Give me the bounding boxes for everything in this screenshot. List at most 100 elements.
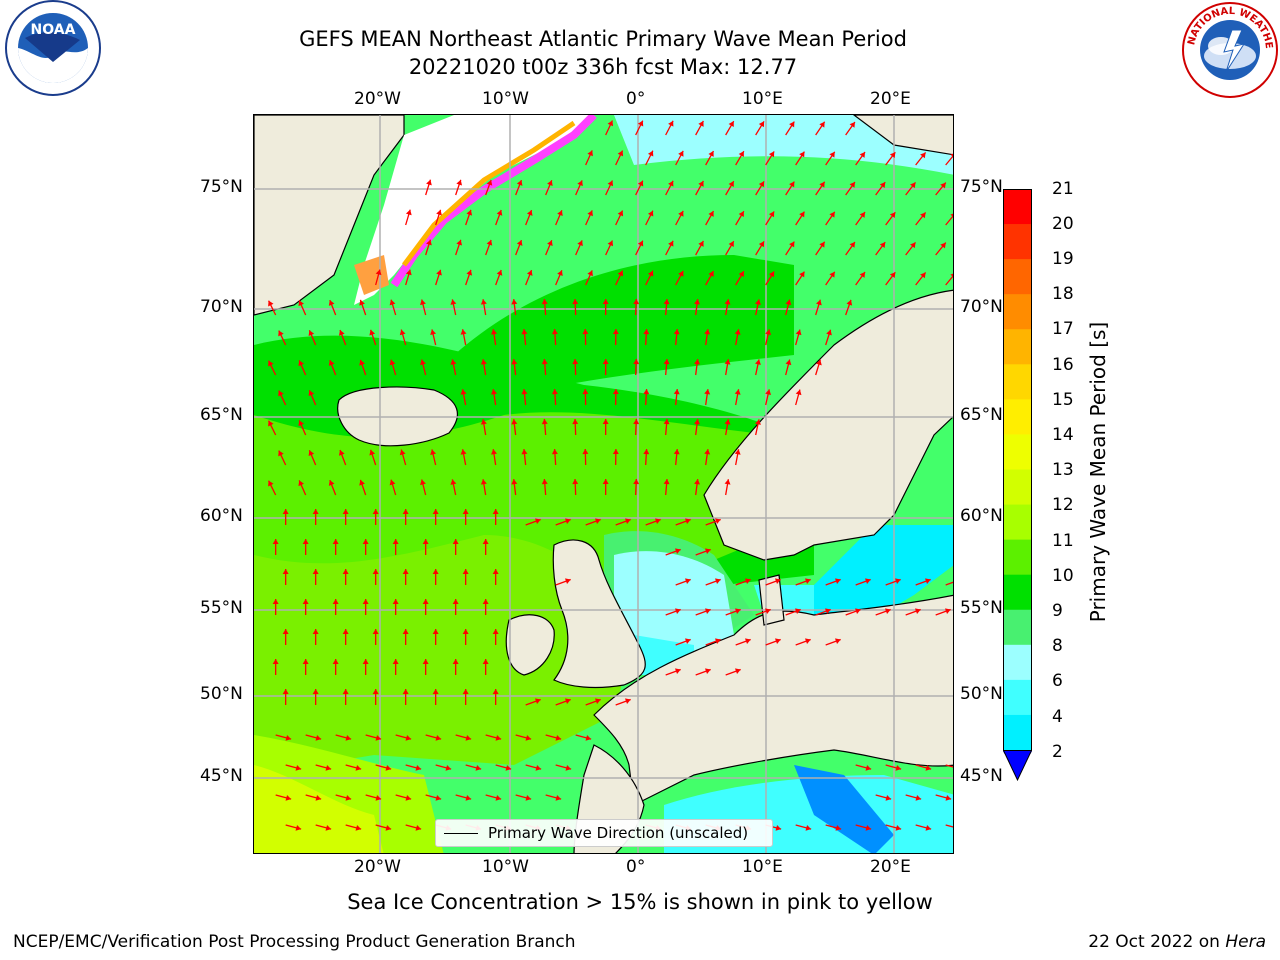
wave-direction-arrowhead xyxy=(511,299,518,305)
wave-direction-arrowhead xyxy=(950,153,953,157)
colorbar-segment xyxy=(1003,189,1032,225)
wave-direction-arrowhead xyxy=(452,539,459,544)
lat-label: 75°N xyxy=(960,177,1003,197)
colorbar-tick: 16 xyxy=(1052,355,1074,375)
wave-direction-arrowhead xyxy=(551,329,558,335)
field-11-12s-inner xyxy=(254,535,634,775)
colorbar-tick: 20 xyxy=(1052,214,1074,234)
wave-direction-arrowhead xyxy=(633,299,640,305)
wave-direction-arrowhead xyxy=(714,638,721,645)
wave-direction-arrowhead xyxy=(789,241,795,248)
wave-direction-arrowhead xyxy=(496,269,503,276)
wave-direction-arrowhead xyxy=(405,734,412,741)
wave-direction-arrowhead xyxy=(637,120,644,127)
wave-direction-arrowhead xyxy=(385,824,392,831)
wave-direction-arrowhead xyxy=(799,151,805,158)
wave-direction-arrowhead xyxy=(920,152,926,159)
wave-direction-arrowhead xyxy=(775,824,782,831)
wave-direction-arrowhead xyxy=(505,764,512,771)
wave-direction-arrowhead xyxy=(633,479,640,485)
wave-direction-arrowhead xyxy=(462,629,469,634)
wave-direction-arrowhead xyxy=(950,273,953,277)
wave-direction-arrowhead xyxy=(582,389,589,395)
map-legend: Primary Wave Direction (unscaled) xyxy=(435,819,773,847)
wave-direction-arrowhead xyxy=(432,509,439,514)
wave-direction-arrowhead xyxy=(663,419,670,425)
wave-direction-arrowhead xyxy=(889,152,896,159)
wave-direction-arrowhead xyxy=(525,794,532,801)
wave-direction-arrowhead xyxy=(555,734,562,741)
wave-direction-arrowhead xyxy=(738,151,744,158)
wave-direction-arrowhead xyxy=(526,210,533,216)
lat-label: 75°N xyxy=(200,177,243,197)
wave-direction-arrowhead xyxy=(285,794,292,801)
wave-direction-arrowhead xyxy=(617,210,624,217)
wave-direction-arrowhead xyxy=(674,668,681,675)
wave-direction-arrowhead xyxy=(547,240,553,246)
wave-direction-arrowhead xyxy=(582,449,589,455)
wave-direction-arrowhead xyxy=(835,824,842,831)
colorbar-tick: 8 xyxy=(1052,636,1063,656)
noaa-logo: NOAA xyxy=(0,0,106,100)
wave-direction-arrowhead xyxy=(551,389,558,395)
continental-europe-land xyxy=(593,594,953,806)
wave-direction-arrowhead xyxy=(647,270,654,277)
wave-direction-arrowhead xyxy=(369,449,376,456)
wave-direction-arrowhead xyxy=(708,211,714,217)
wave-direction-arrowhead xyxy=(435,794,442,801)
wave-direction-arrowhead xyxy=(728,241,734,247)
wave-direction-arrowhead xyxy=(849,121,855,128)
wave-direction-arrowhead xyxy=(282,629,289,634)
wave-direction-arrowhead xyxy=(402,629,409,634)
wave-direction-arrowhead xyxy=(389,479,396,486)
wave-direction-arrowhead xyxy=(920,272,926,279)
wave-direction-arrowhead xyxy=(663,479,670,485)
wave-direction-arrowhead xyxy=(555,794,562,801)
wave-direction-arrowhead xyxy=(342,509,349,514)
wave-direction-arrowhead xyxy=(342,569,349,574)
wave-direction-arrowhead xyxy=(647,150,654,157)
wave-direction-arrowhead xyxy=(466,209,473,216)
wave-direction-arrowhead xyxy=(462,509,469,514)
wave-direction-arrowhead xyxy=(456,179,463,186)
wave-direction-arrowhead xyxy=(859,272,866,278)
wave-direction-arrowhead xyxy=(486,179,493,186)
wave-direction-arrowhead xyxy=(480,479,487,485)
field-4-6s-baltic xyxy=(814,525,953,630)
colorbar-tick: 4 xyxy=(1052,707,1063,727)
wave-direction-arrowhead xyxy=(708,151,714,157)
wave-direction-arrowhead xyxy=(362,599,369,604)
wave-direction-arrowhead xyxy=(456,239,463,246)
lon-label: 0° xyxy=(626,857,646,877)
wave-direction-arrowhead xyxy=(647,210,654,217)
wave-direction-arrowhead xyxy=(925,764,932,771)
wave-direction-arrowhead xyxy=(668,180,674,187)
wave-direction-arrowhead xyxy=(491,389,497,395)
wave-direction-arrowhead xyxy=(282,509,289,514)
field-2-4s-adriatic xyxy=(794,765,894,853)
wave-direction-arrow xyxy=(945,824,953,828)
wave-direction-arrowhead xyxy=(768,271,775,278)
wave-direction-arrowhead xyxy=(824,608,831,615)
wave-direction-arrowhead xyxy=(385,764,392,771)
wave-direction-arrowhead xyxy=(460,449,467,455)
wave-direction-arrowhead xyxy=(859,212,866,218)
wave-direction-arrowhead xyxy=(684,578,691,585)
wave-direction-arrowhead xyxy=(375,794,382,801)
wave-direction-arrowhead xyxy=(794,608,801,615)
wave-direction-arrowhead xyxy=(920,212,926,219)
wave-direction-arrowhead xyxy=(332,659,339,664)
wave-direction-arrowhead xyxy=(460,389,467,395)
wave-direction-arrowhead xyxy=(541,299,548,305)
wave-direction-arrowhead xyxy=(450,299,457,305)
wave-direction-arrowhead xyxy=(734,389,741,395)
wave-direction-arrowhead xyxy=(643,449,650,455)
wave-direction-arrowhead xyxy=(884,608,891,615)
wave-direction-arrowhead xyxy=(491,329,497,335)
wave-direction-arrowhead xyxy=(402,569,409,574)
wave-direction-arrowhead xyxy=(895,824,902,831)
wave-direction-arrowhead xyxy=(342,629,349,634)
wave-direction-arrow xyxy=(945,764,953,768)
colorbar-tick: 9 xyxy=(1052,601,1063,621)
wave-direction-arrowhead xyxy=(511,359,518,365)
